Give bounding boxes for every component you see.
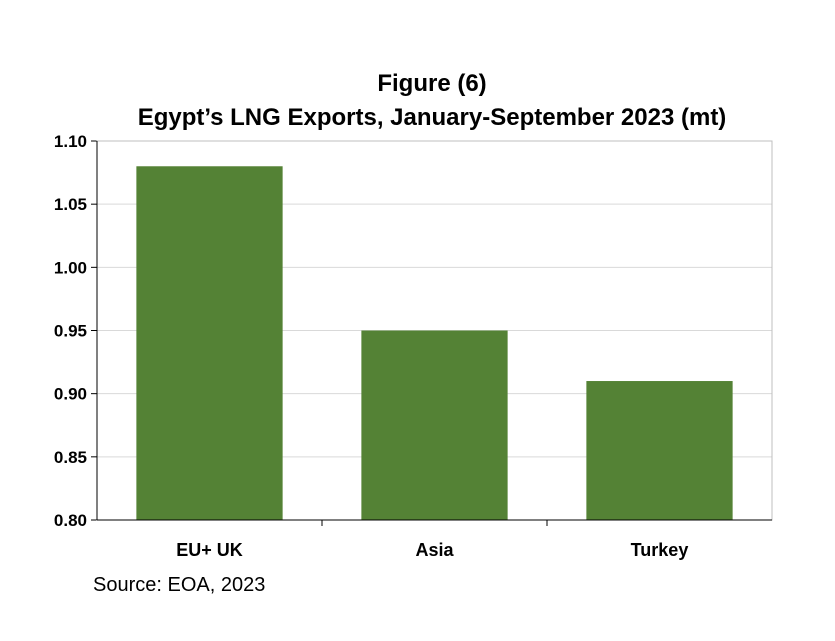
chart-subtitle: Egypt’s LNG Exports, January-September 2… — [138, 104, 727, 131]
bar-turkey — [586, 381, 733, 520]
axes — [91, 140, 773, 526]
y-tick-label: 0.85 — [54, 448, 87, 467]
y-tick-label: 1.05 — [54, 195, 87, 214]
source-note: Source: EOA, 2023 — [93, 574, 266, 596]
bars — [136, 166, 733, 520]
bar-eu-uk — [136, 166, 283, 520]
y-tick-labels: 0.80 0.85 0.90 0.95 1.00 1.05 1.10 — [54, 132, 87, 530]
y-tick-label: 1.10 — [54, 132, 87, 151]
bar-asia — [361, 330, 508, 520]
y-tick-label: 1.00 — [54, 258, 87, 277]
y-tick-label: 0.95 — [54, 322, 87, 341]
y-tick-label: 0.80 — [54, 511, 87, 530]
y-tick-label: 0.90 — [54, 385, 87, 404]
x-category-labels: EU+ UK Asia Turkey — [176, 540, 688, 560]
x-category-label: Asia — [415, 540, 454, 560]
x-category-label: EU+ UK — [176, 540, 243, 560]
x-category-label: Turkey — [631, 540, 689, 560]
chart-title: Figure (6) — [377, 70, 486, 97]
